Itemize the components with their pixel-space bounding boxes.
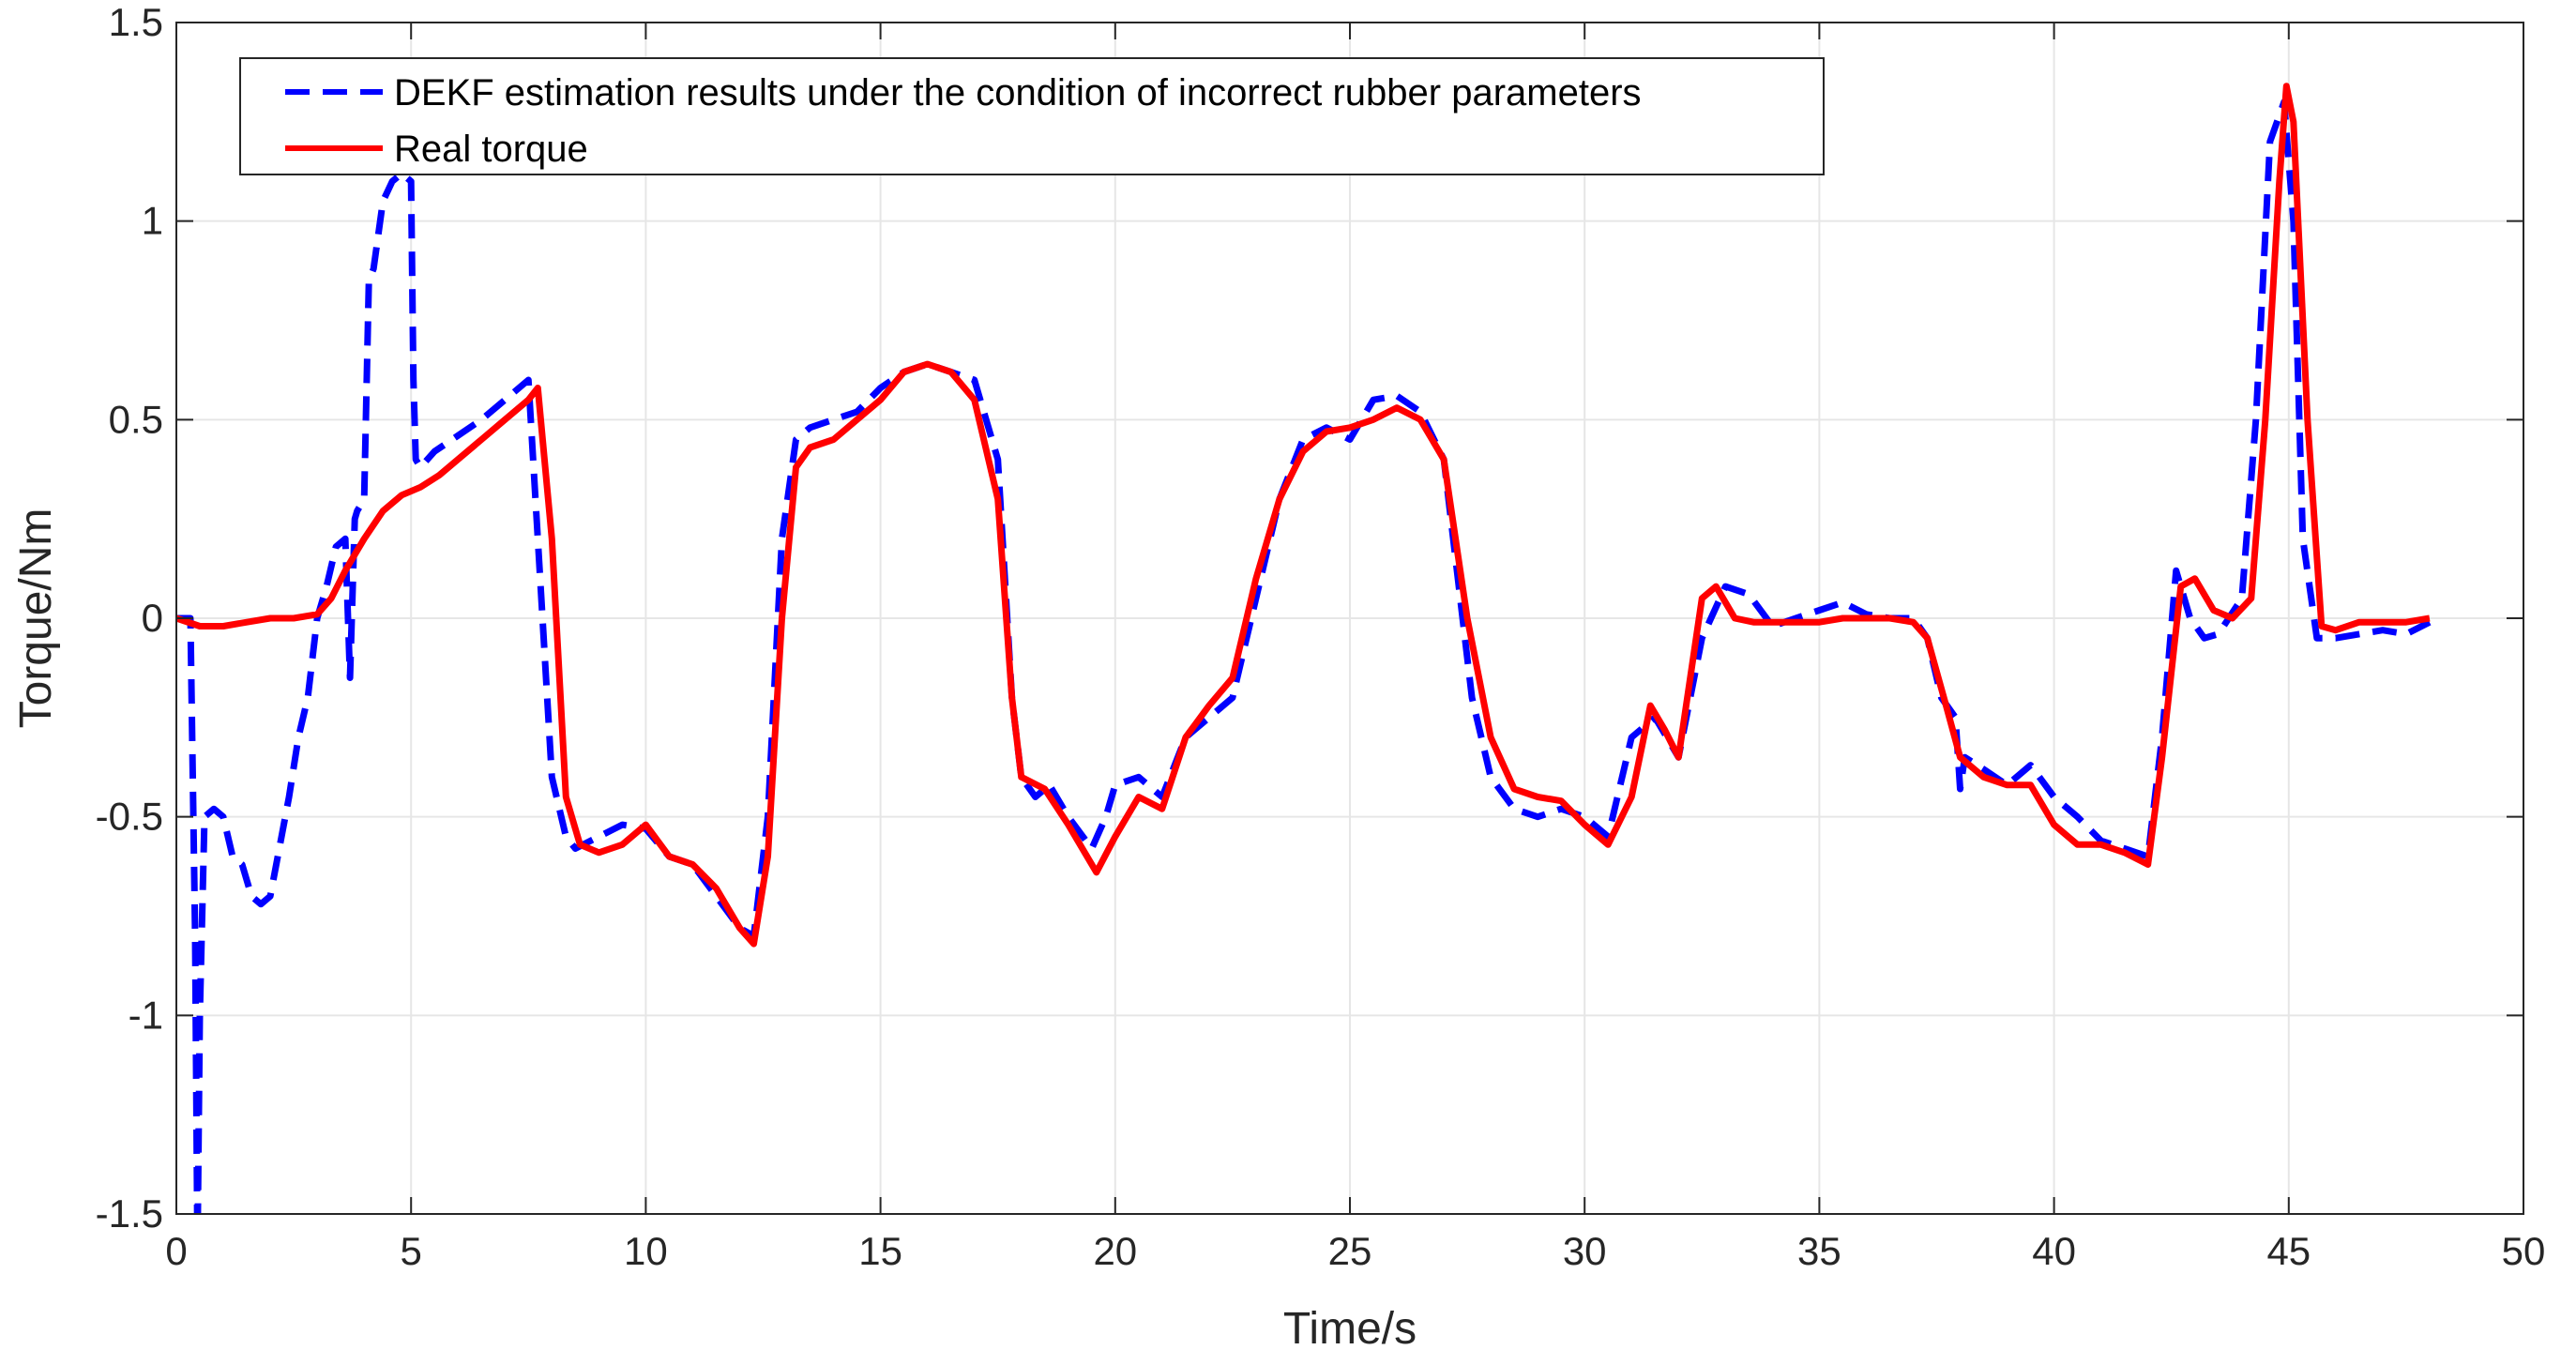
legend-label-dekf: DEKF estimation results under the condit… [394,72,1642,114]
series-line-real-torque [176,83,2431,948]
x-axis-label: Time/s [1283,1304,1417,1354]
y-tick-label: -1 [129,993,163,1037]
grid-lines [176,23,2523,1214]
x-tick-label: 0 [165,1229,187,1273]
x-tick-label: 35 [1797,1229,1841,1273]
x-tick-label: 50 [2502,1229,2546,1273]
y-axis-label: Torque/Nm [11,508,61,729]
y-tick-label: 1 [142,199,163,243]
x-tick-label: 45 [2266,1229,2311,1273]
y-tick-label: 0.5 [109,397,163,441]
y-tick-label: -1.5 [96,1191,163,1236]
series-lines [176,83,2432,1214]
legend-box [239,57,1825,175]
x-tick-label: 10 [624,1229,668,1273]
axis-ticks: 0 5 10 15 20 25 30 35 40 45 50 -1.5 -1 -0.5 0 0.5 1 1.5 [96,0,2546,1273]
x-tick-label: 5 [401,1229,422,1273]
x-tick-label: 25 [1328,1229,1372,1273]
legend: DEKF estimation results under the condit… [239,57,1825,175]
x-tick-label: 20 [1093,1229,1137,1273]
x-tick-label: 30 [1563,1229,1607,1273]
series-line-dekf [176,99,2432,1214]
legend-label-real-torque: Real torque [394,129,588,170]
y-tick-label: 1.5 [109,0,163,44]
x-tick-label: 15 [858,1229,902,1273]
y-tick-label: -0.5 [96,795,163,839]
y-tick-label: 0 [142,596,163,640]
x-tick-label: 40 [2032,1229,2076,1273]
